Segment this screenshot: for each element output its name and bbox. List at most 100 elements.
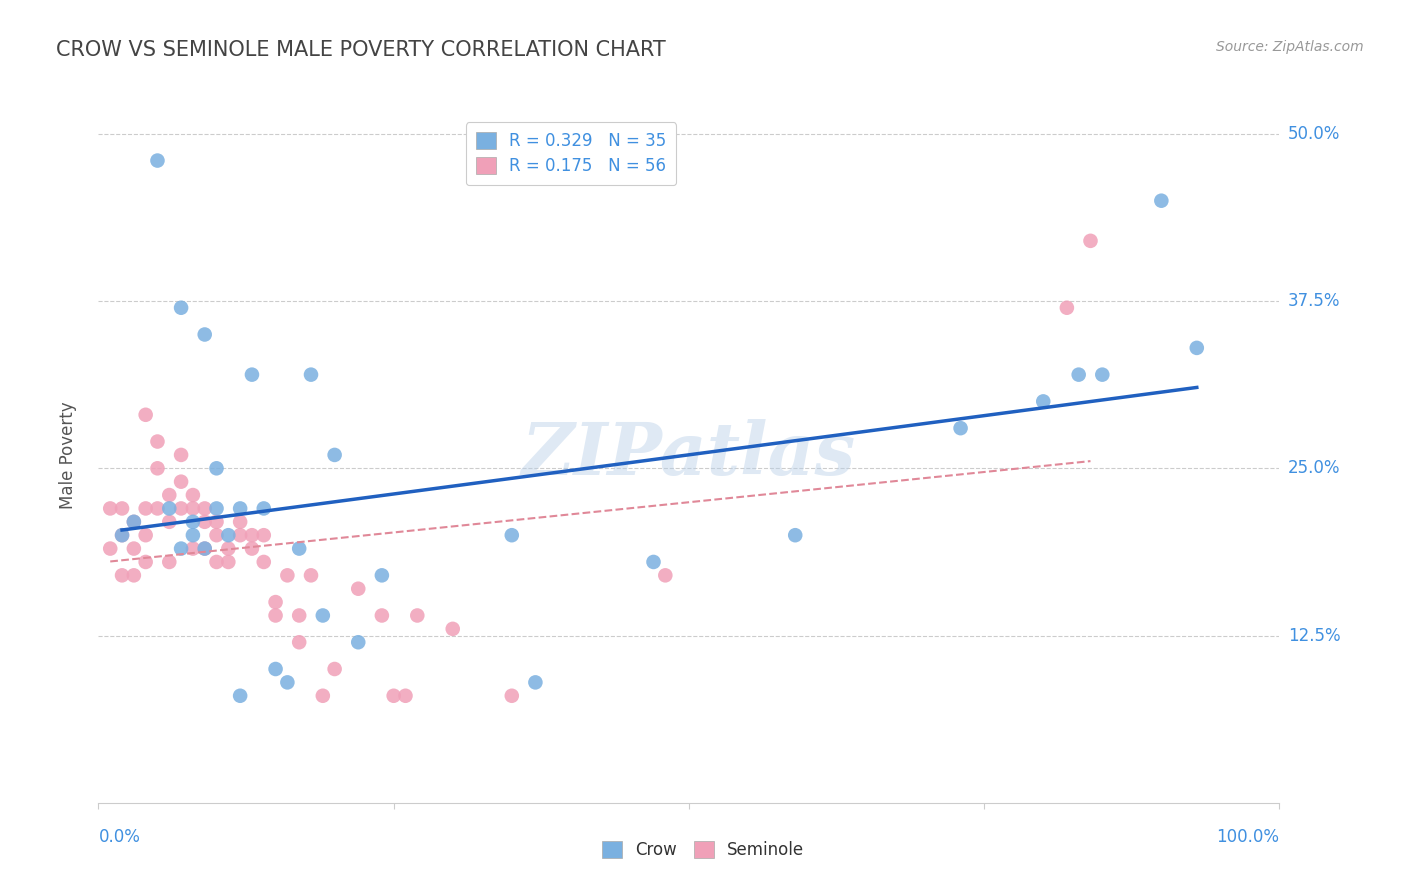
Point xyxy=(122,568,145,582)
Point xyxy=(1080,234,1102,248)
Point xyxy=(205,515,228,529)
Point xyxy=(146,153,169,168)
Point xyxy=(240,368,263,382)
Point xyxy=(229,528,252,542)
Point xyxy=(229,689,252,703)
Point xyxy=(276,568,298,582)
Point xyxy=(229,501,252,516)
Point xyxy=(276,675,298,690)
Point xyxy=(170,501,193,516)
Point xyxy=(229,515,252,529)
Point xyxy=(135,555,157,569)
Point xyxy=(312,689,335,703)
Point xyxy=(1185,341,1208,355)
Point xyxy=(181,501,204,516)
Point xyxy=(194,327,217,342)
Text: CROW VS SEMINOLE MALE POVERTY CORRELATION CHART: CROW VS SEMINOLE MALE POVERTY CORRELATIO… xyxy=(56,40,666,60)
Text: 100.0%: 100.0% xyxy=(1216,828,1279,846)
Text: 50.0%: 50.0% xyxy=(1288,125,1340,143)
Point xyxy=(1056,301,1078,315)
Point xyxy=(217,528,239,542)
Point xyxy=(205,528,228,542)
Point xyxy=(253,555,276,569)
Text: ZIPatlas: ZIPatlas xyxy=(522,419,856,491)
Point xyxy=(240,528,263,542)
Point xyxy=(111,568,134,582)
Point xyxy=(157,555,180,569)
Point xyxy=(98,541,121,556)
Point xyxy=(111,528,134,542)
Point xyxy=(194,541,217,556)
Point xyxy=(371,608,394,623)
Point xyxy=(157,488,180,502)
Point xyxy=(264,662,287,676)
Point xyxy=(194,541,217,556)
Text: 37.5%: 37.5% xyxy=(1288,292,1340,310)
Point xyxy=(1091,368,1114,382)
Point xyxy=(299,568,322,582)
Point xyxy=(288,541,311,556)
Point xyxy=(146,434,169,449)
Legend: R = 0.329   N = 35, R = 0.175   N = 56: R = 0.329 N = 35, R = 0.175 N = 56 xyxy=(465,122,676,186)
Point xyxy=(146,461,169,475)
Point xyxy=(170,475,193,489)
Point xyxy=(299,368,322,382)
Text: 25.0%: 25.0% xyxy=(1288,459,1340,477)
Point xyxy=(501,528,523,542)
Point xyxy=(406,608,429,623)
Point xyxy=(643,555,665,569)
Point xyxy=(146,501,169,516)
Point xyxy=(323,662,346,676)
Text: 0.0%: 0.0% xyxy=(98,828,141,846)
Point xyxy=(1067,368,1090,382)
Point xyxy=(170,301,193,315)
Point xyxy=(264,608,287,623)
Point xyxy=(181,515,204,529)
Point xyxy=(949,421,972,435)
Point xyxy=(170,541,193,556)
Point xyxy=(181,528,204,542)
Point xyxy=(135,501,157,516)
Point xyxy=(501,689,523,703)
Point xyxy=(205,461,228,475)
Text: 12.5%: 12.5% xyxy=(1288,626,1340,645)
Point xyxy=(111,528,134,542)
Point xyxy=(312,608,335,623)
Point xyxy=(264,595,287,609)
Point xyxy=(785,528,807,542)
Point xyxy=(524,675,547,690)
Point xyxy=(382,689,405,703)
Point xyxy=(371,568,394,582)
Point xyxy=(323,448,346,462)
Point xyxy=(122,541,145,556)
Point xyxy=(135,408,157,422)
Point xyxy=(194,501,217,516)
Point xyxy=(157,515,180,529)
Point xyxy=(194,515,217,529)
Point xyxy=(122,515,145,529)
Point xyxy=(347,582,370,596)
Point xyxy=(135,528,157,542)
Point xyxy=(1150,194,1173,208)
Point xyxy=(240,541,263,556)
Point xyxy=(288,608,311,623)
Y-axis label: Male Poverty: Male Poverty xyxy=(59,401,77,508)
Point xyxy=(111,501,134,516)
Point xyxy=(217,541,239,556)
Point xyxy=(122,515,145,529)
Text: Source: ZipAtlas.com: Source: ZipAtlas.com xyxy=(1216,40,1364,54)
Point xyxy=(288,635,311,649)
Point xyxy=(253,501,276,516)
Point xyxy=(157,501,180,516)
Point xyxy=(1032,394,1054,409)
Point xyxy=(205,555,228,569)
Point xyxy=(181,541,204,556)
Point xyxy=(441,622,464,636)
Legend: Crow, Seminole: Crow, Seminole xyxy=(595,834,811,866)
Point xyxy=(170,448,193,462)
Point xyxy=(205,501,228,516)
Point xyxy=(394,689,416,703)
Point xyxy=(98,501,121,516)
Point xyxy=(654,568,676,582)
Point xyxy=(347,635,370,649)
